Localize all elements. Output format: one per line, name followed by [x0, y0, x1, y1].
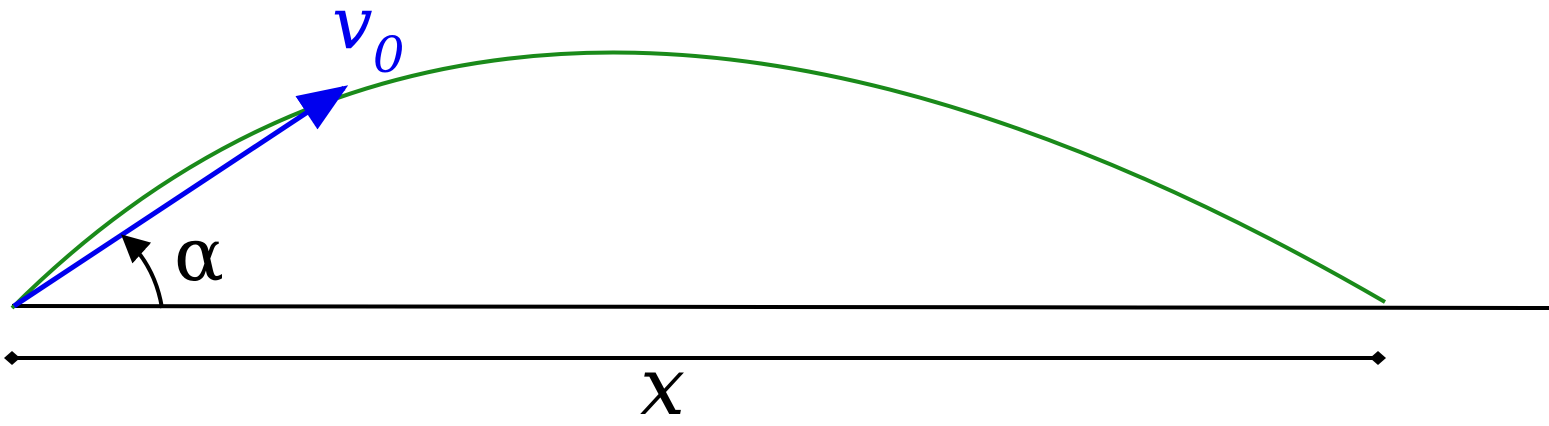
velocity-label-subscript: 0: [373, 26, 405, 84]
ground-line: [11, 304, 1549, 310]
velocity-label-symbol: v: [332, 0, 373, 65]
trajectory-curve: [10, 50, 1387, 310]
angle-label: α: [174, 212, 224, 298]
distance-label: x: [640, 340, 685, 426]
distance-right-marker: [1370, 351, 1386, 365]
velocity-vector: [12, 85, 349, 309]
angle-arc: [121, 234, 164, 309]
distance-left-marker: [4, 351, 20, 365]
velocity-label: v0: [332, 0, 405, 84]
